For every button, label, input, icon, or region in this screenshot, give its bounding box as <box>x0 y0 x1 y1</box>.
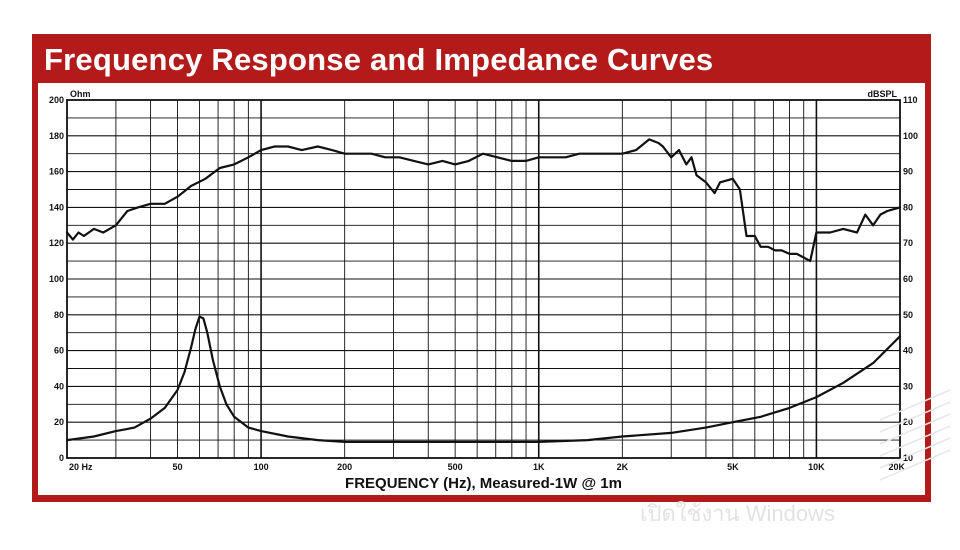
y-right-tick-label: 110 <box>903 95 918 105</box>
y-left-tick-label: 20 <box>54 417 64 427</box>
major-grid <box>66 99 901 459</box>
y-left-tick-label: 140 <box>49 202 64 212</box>
chart-panel: 0 20 40 60 80 100 120 140 160 180 200 10 20 30 40 50 60 7… <box>38 83 925 495</box>
y-right-tick-label: 20 <box>903 417 913 427</box>
impedance-curve <box>65 315 902 443</box>
chart-title: Frequency Response and Impedance Curves <box>44 42 714 77</box>
spl-curve <box>65 138 902 263</box>
y-left-tick-label: 120 <box>49 238 64 248</box>
x-tick-label: 20 Hz <box>69 462 93 472</box>
y-left-tick-label: 200 <box>49 95 64 105</box>
x-tick-label: 200 <box>337 462 352 472</box>
y-right-tick-label: 50 <box>903 310 913 320</box>
y-left-tick-label: 180 <box>49 131 64 141</box>
y-left-unit-label: Ohm <box>70 89 91 99</box>
plot-border <box>66 99 901 459</box>
x-tick-label: 5K <box>727 462 739 472</box>
y-left-tick-label: 0 <box>59 453 64 463</box>
y-left-tick-label: 160 <box>49 167 64 177</box>
background-stripes <box>880 389 950 481</box>
x-tick-label: 10K <box>808 462 825 472</box>
y-right-tick-label: 40 <box>903 346 913 356</box>
y-right-tick-label: 90 <box>903 167 913 177</box>
series-group <box>65 138 902 443</box>
x-tick-label: 1K <box>533 462 545 472</box>
y-left-tick-label: 60 <box>54 346 64 356</box>
y-right-unit-label: dBSPL <box>867 89 897 99</box>
x-axis-label: FREQUENCY (Hz), Measured-1W @ 1m <box>345 475 622 492</box>
x-tick-label: 500 <box>448 462 463 472</box>
x-tick-label: 2K <box>617 462 629 472</box>
x-tick-label: 100 <box>254 462 269 472</box>
y-left-tick-label: 40 <box>54 381 64 391</box>
x-tick-label: 20K <box>888 462 905 472</box>
windows-watermark: เปิดใช้งาน Windows <box>640 501 835 526</box>
y-right-tick-label: 30 <box>903 381 913 391</box>
y-right-tick-label: 70 <box>903 238 913 248</box>
y-left-tick-label: 80 <box>54 310 64 320</box>
chart-svg: 0 20 40 60 80 100 120 140 160 180 200 10 20 30 40 50 60 7… <box>49 89 918 492</box>
y-right-tick-label: 60 <box>903 274 913 284</box>
y-right-tick-label: 10 <box>903 453 913 463</box>
x-tick-label: 50 <box>172 462 182 472</box>
y-right-tick-label: 100 <box>903 131 918 141</box>
y-left-tick-label: 100 <box>49 274 64 284</box>
axis-labels: 0 20 40 60 80 100 120 140 160 180 200 10 20 30 40 50 60 7… <box>49 89 918 472</box>
y-right-tick-label: 80 <box>903 202 913 212</box>
